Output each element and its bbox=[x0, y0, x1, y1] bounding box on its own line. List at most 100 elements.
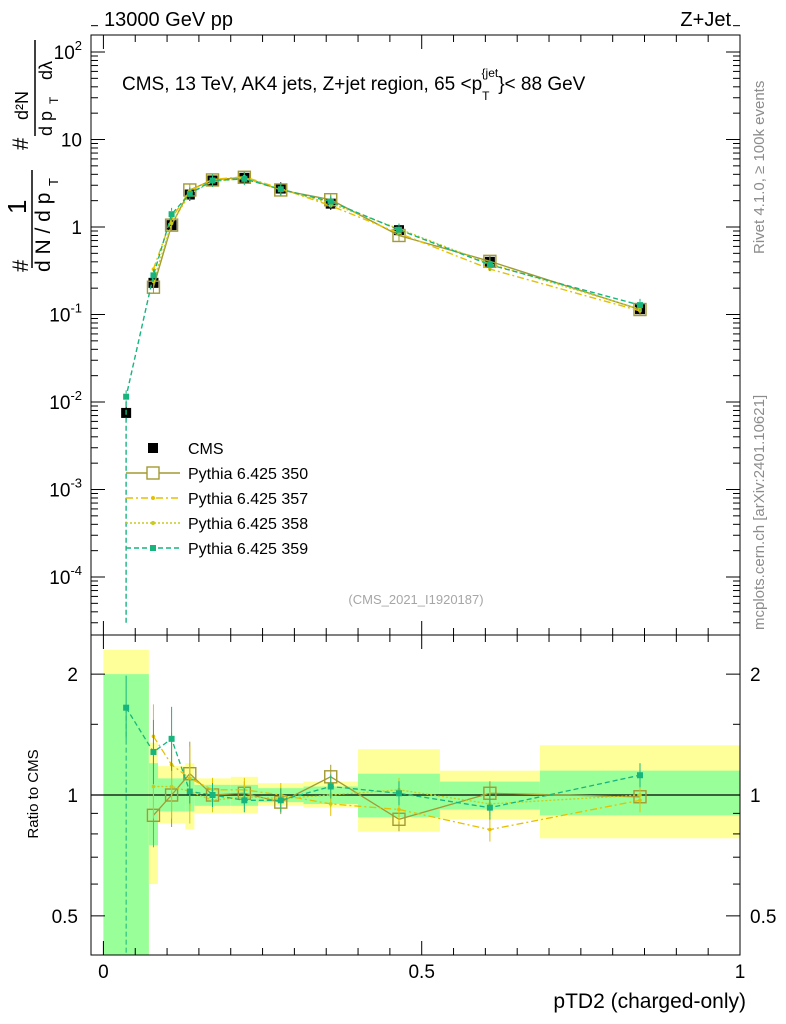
ytick-exponent: -1 bbox=[70, 301, 82, 316]
x-axis-label: pTD2 (charged-only) bbox=[553, 990, 746, 1013]
ratio-xtick-label: 1 bbox=[735, 962, 746, 983]
header-left: 13000 GeV pp bbox=[104, 9, 233, 31]
p359-point bbox=[241, 175, 248, 182]
legend-label: Pythia 6.425 359 bbox=[188, 541, 308, 558]
ylabel-sub-t2: T bbox=[47, 96, 61, 104]
ratio-point-359 bbox=[486, 804, 493, 811]
ytick-exponent: 2 bbox=[75, 38, 82, 53]
p359-point bbox=[168, 211, 175, 218]
ratio-line bbox=[152, 772, 641, 821]
ratio-ytick-label-right: 2 bbox=[750, 665, 761, 686]
ratio-ylabel: Ratio to CMS bbox=[25, 749, 42, 838]
p359-point bbox=[277, 186, 284, 193]
ytick-base: 10 bbox=[49, 481, 70, 502]
ratio-point bbox=[151, 784, 156, 789]
legend-label: CMS bbox=[188, 441, 224, 458]
ratio-ytick-label-left: 1 bbox=[67, 786, 78, 807]
ratio-point-359 bbox=[168, 735, 175, 742]
main-ytick-label: 10 bbox=[61, 131, 82, 152]
series-line-pythia-6-425-357 bbox=[152, 176, 641, 312]
ratio-point-359 bbox=[395, 790, 402, 797]
p359-point bbox=[123, 393, 130, 400]
ylabel-d2n: d²N bbox=[12, 91, 32, 120]
ratio-point bbox=[488, 827, 492, 832]
legend: CMS Pythia 6.425 350 Pythia 6.425 357 Pythi… bbox=[126, 441, 308, 558]
legend-label: Pythia 6.425 357 bbox=[188, 491, 308, 508]
main-ytick-label: 10-1 bbox=[49, 301, 82, 327]
legend-marker bbox=[151, 521, 155, 525]
title-part-a: CMS, 13 TeV, AK4 jets, Z+jet region, 65 … bbox=[122, 74, 482, 95]
watermark: (CMS_2021_I1920187) bbox=[348, 592, 483, 607]
p358-point bbox=[169, 221, 174, 226]
ratio-series bbox=[123, 675, 647, 955]
ratio-panel: 0.5 0.5 1 1 2 2 0 0.5 1 Ratio to CMS pTD2 (charg… bbox=[25, 634, 776, 1013]
ratio-ytick-label-left: 0.5 bbox=[52, 907, 78, 928]
ylabel-one: 1 bbox=[2, 200, 32, 214]
ylabel-dlambda: dλ bbox=[36, 61, 56, 80]
ratio-point-359 bbox=[186, 788, 193, 795]
main-title: CMS, 13 TeV, AK4 jets, Z+jet region, 65 … bbox=[122, 66, 586, 103]
ratio-point-359 bbox=[209, 792, 216, 798]
legend-marker-cms bbox=[148, 443, 158, 453]
main-ytick-label: 10-3 bbox=[49, 476, 82, 502]
ratio-ytick-label-right: 1 bbox=[750, 786, 761, 807]
main-ytick-label: 1 bbox=[71, 218, 82, 239]
ratio-ytick-label-left: 2 bbox=[67, 665, 78, 686]
ratio-point bbox=[397, 807, 401, 812]
ratio-point-359 bbox=[150, 748, 157, 755]
title-part-b: }< 88 GeV bbox=[498, 74, 585, 95]
legend-label: Pythia 6.425 350 bbox=[188, 466, 308, 483]
ylabel-denominator: d N / d p bbox=[32, 193, 55, 272]
series-line-pythia-6-425-358 bbox=[152, 177, 641, 310]
main-series bbox=[121, 170, 647, 623]
ratio-point-359 bbox=[327, 783, 334, 790]
ratio-xtick-label: 0.5 bbox=[408, 962, 434, 983]
title-sup-jet: {jet bbox=[482, 66, 499, 80]
ratio-point-359 bbox=[277, 797, 284, 804]
legend-marker-359 bbox=[150, 545, 156, 551]
ytick-exponent: -4 bbox=[70, 563, 82, 578]
ratio-point-359 bbox=[241, 797, 248, 804]
legend-label: Pythia 6.425 358 bbox=[188, 516, 308, 533]
ratio-point bbox=[169, 784, 174, 789]
ratio-point bbox=[638, 793, 642, 797]
ylabel-sub-t1: T bbox=[46, 178, 61, 186]
p359-point bbox=[395, 226, 402, 233]
ytick-exponent: -3 bbox=[70, 476, 82, 491]
main-ylabel: # 1 d N / d p T # d²N d p T dλ bbox=[2, 40, 61, 272]
p359-point bbox=[209, 177, 216, 184]
legend-marker bbox=[151, 496, 155, 500]
ytick-base: 10 bbox=[49, 393, 70, 414]
p359-point bbox=[186, 190, 193, 197]
ratio-line bbox=[152, 735, 641, 831]
ratio-frame bbox=[90, 634, 741, 956]
ylabel-d2n-denominator: d p bbox=[36, 111, 56, 136]
ylabel-hash-2: # bbox=[8, 137, 33, 150]
ratio-xtick-label: 0 bbox=[98, 962, 109, 983]
main-ytick-label: 10-4 bbox=[49, 563, 82, 589]
series-line-pythia-6-425-359 bbox=[125, 178, 641, 623]
ytick-base: 10 bbox=[49, 306, 70, 327]
header-right: Z+Jet bbox=[680, 9, 731, 31]
ytick-exponent: -2 bbox=[70, 388, 82, 403]
ratio-ytick-label-right: 0.5 bbox=[750, 907, 776, 928]
rivet-label: Rivet 4.1.0, ≥ 100k events bbox=[751, 81, 768, 254]
title-sub-t: T bbox=[482, 89, 490, 103]
p359-point bbox=[486, 261, 493, 268]
ytick-base: 10 bbox=[54, 43, 75, 64]
main-ytick-label: 102 bbox=[54, 38, 82, 64]
ylabel-hash: # bbox=[8, 259, 33, 272]
p359-point bbox=[150, 272, 157, 279]
ratio-axes: 0.5 0.5 1 1 2 2 0 0.5 1 bbox=[52, 635, 776, 983]
ratio-point-359 bbox=[636, 772, 643, 779]
p359-point bbox=[636, 302, 643, 309]
legend-marker-350 bbox=[146, 466, 160, 480]
mcplots-label: mcplots.cern.ch [arXiv:2401.10621] bbox=[751, 395, 768, 630]
ytick-base: 10 bbox=[49, 568, 70, 589]
series-line-pythia-6-425-350 bbox=[152, 176, 641, 311]
main-ytick-label: 10-2 bbox=[49, 388, 82, 414]
p359-point bbox=[327, 198, 334, 205]
